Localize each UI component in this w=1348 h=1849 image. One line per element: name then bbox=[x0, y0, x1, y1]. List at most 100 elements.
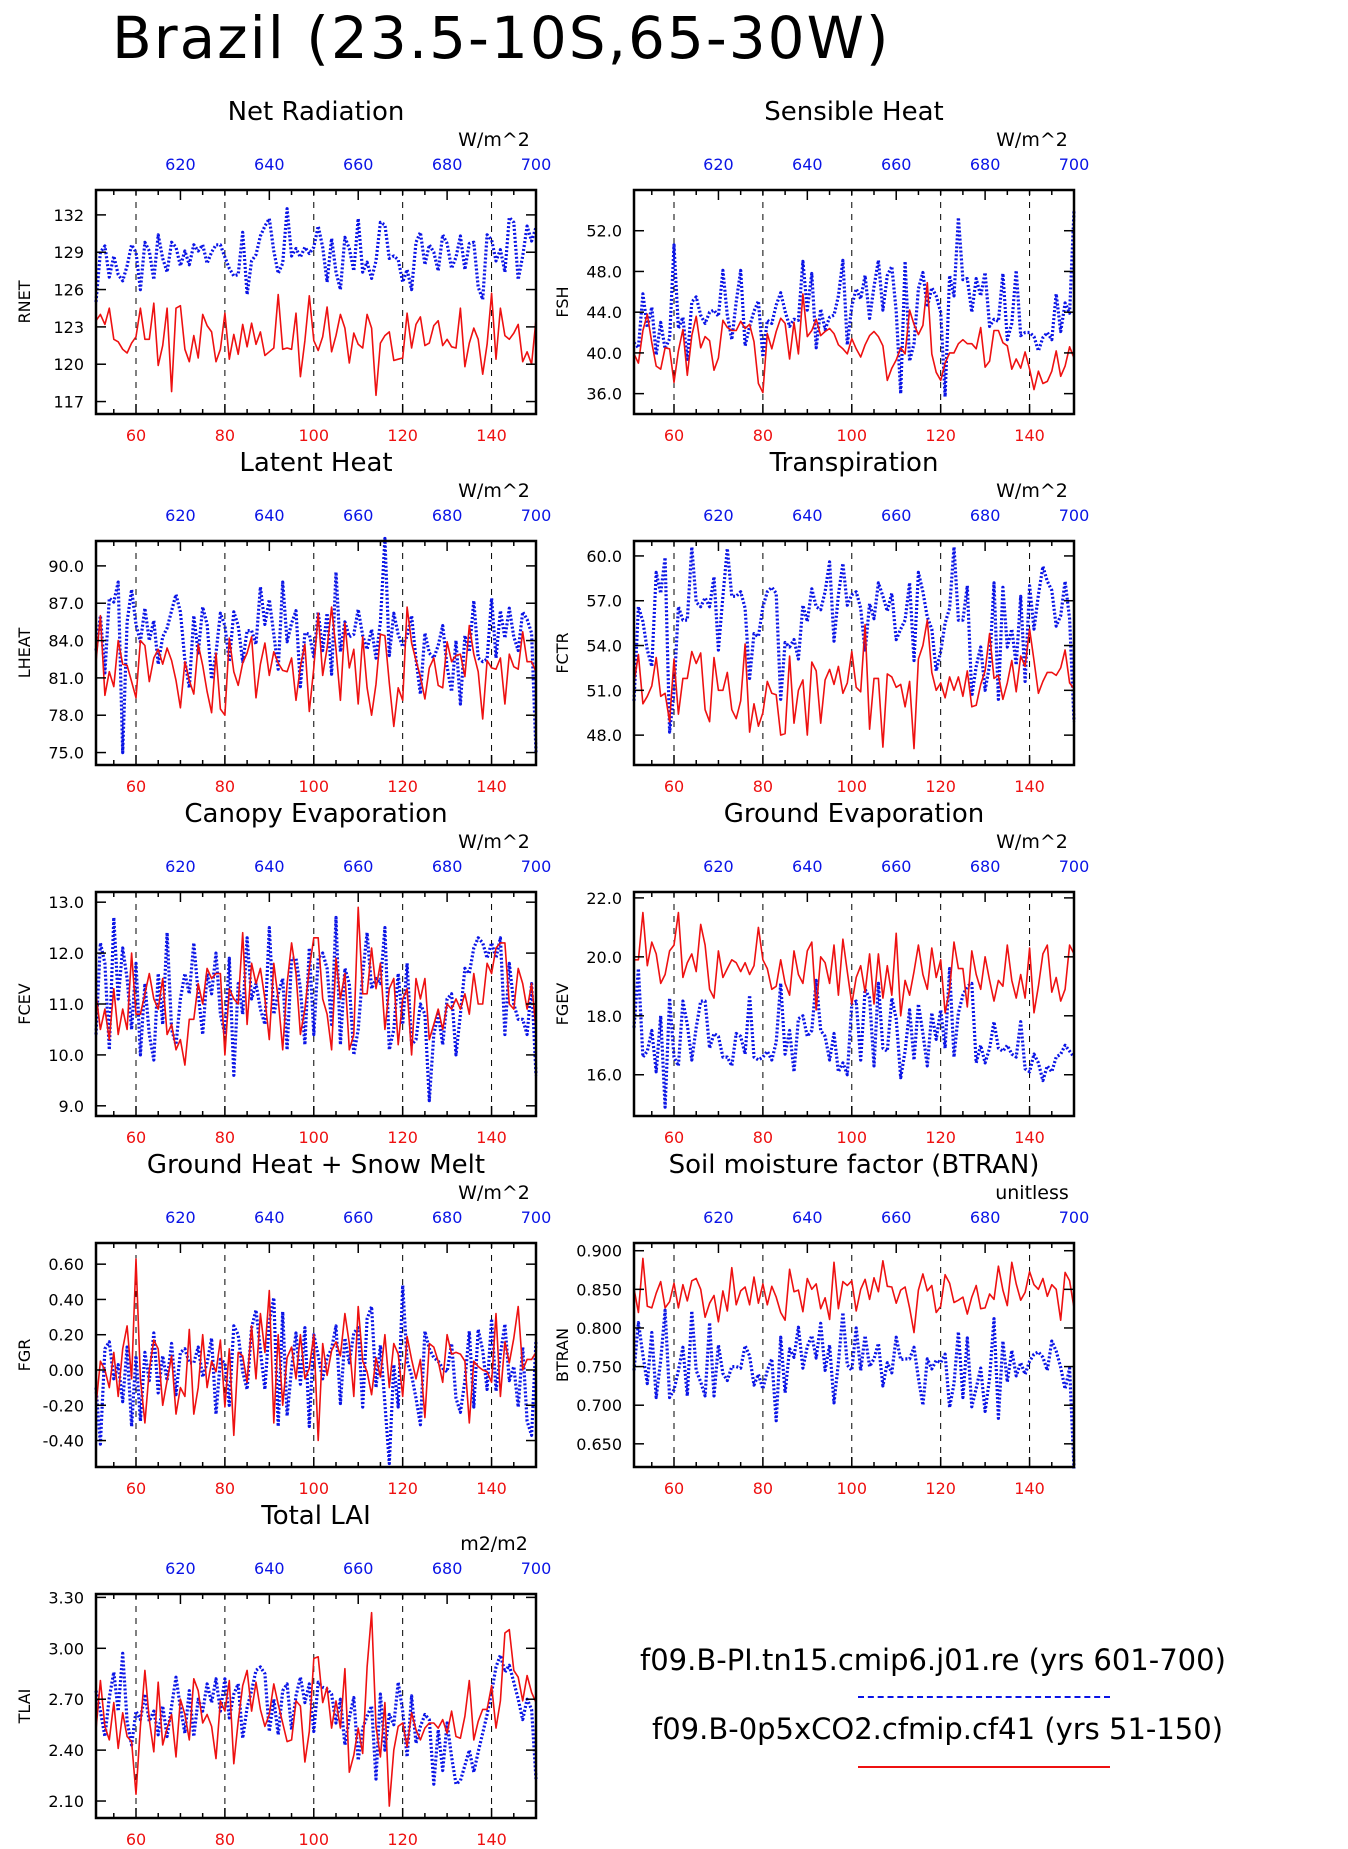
top-tick-label: 660 bbox=[343, 1559, 374, 1578]
top-tick-label: 620 bbox=[165, 155, 196, 174]
top-tick-label: 640 bbox=[792, 1208, 823, 1227]
series-ctrl-line bbox=[632, 1308, 1076, 1469]
x-tick-label: 60 bbox=[126, 777, 146, 796]
y-tick-label: 2.40 bbox=[48, 1741, 84, 1760]
x-tick-label: 100 bbox=[837, 1128, 868, 1147]
series-exp-line bbox=[95, 906, 537, 1066]
y-tick-label: 54.0 bbox=[586, 637, 622, 656]
y-tick-label: 10.0 bbox=[48, 1046, 84, 1065]
plot-frame bbox=[94, 539, 538, 767]
x-tick-label: 140 bbox=[476, 777, 507, 796]
series-ctrl-line bbox=[632, 545, 1076, 734]
unit-label: W/m^2 bbox=[996, 480, 1068, 502]
series-ctrl-line bbox=[94, 915, 538, 1103]
series-ctrl-line bbox=[94, 1651, 538, 1786]
top-tick-label: 640 bbox=[254, 155, 285, 174]
legend-ctrl-swatch bbox=[858, 1696, 1110, 1698]
top-tick-label: 680 bbox=[970, 506, 1001, 525]
top-tick-label: 660 bbox=[881, 857, 912, 876]
x-tick-label: 120 bbox=[387, 1830, 418, 1849]
plot-frame bbox=[94, 188, 538, 416]
y-tick-label: 44.0 bbox=[586, 303, 622, 322]
unit-label: W/m^2 bbox=[458, 129, 530, 151]
top-tick-label: 620 bbox=[165, 506, 196, 525]
y-tick-label: 57.0 bbox=[586, 592, 622, 611]
series-exp-line bbox=[95, 1611, 537, 1807]
top-tick-label: 660 bbox=[881, 155, 912, 174]
panel-title: Latent Heat bbox=[239, 448, 392, 478]
top-tick-label: 660 bbox=[343, 1208, 374, 1227]
top-tick-label: 640 bbox=[792, 155, 823, 174]
x-tick-label: 120 bbox=[925, 1128, 956, 1147]
y-tick-label: 78.0 bbox=[48, 706, 84, 725]
y-axis-label: FGEV bbox=[553, 983, 572, 1026]
x-tick-label: 80 bbox=[215, 777, 235, 796]
x-tick-label: 120 bbox=[387, 777, 418, 796]
legend-exp-text: f09.B-0p5xCO2.cfmip.cf41 (yrs 51-150) bbox=[652, 1712, 1223, 1746]
y-tick-label: 0.800 bbox=[576, 1319, 622, 1338]
plot-frame bbox=[632, 539, 1076, 767]
y-tick-label: 132 bbox=[53, 206, 84, 225]
unit-label: W/m^2 bbox=[458, 480, 530, 502]
top-tick-label: 660 bbox=[881, 506, 912, 525]
x-tick-label: 120 bbox=[925, 1479, 956, 1498]
panel-title: Canopy Evaporation bbox=[184, 799, 447, 829]
top-tick-label: 640 bbox=[254, 506, 285, 525]
y-tick-label: 2.70 bbox=[48, 1690, 84, 1709]
top-tick-label: 700 bbox=[1059, 857, 1090, 876]
y-tick-label: 48.0 bbox=[586, 726, 622, 745]
y-tick-label: 16.0 bbox=[586, 1066, 622, 1085]
top-tick-label: 700 bbox=[521, 155, 552, 174]
series-exp-line bbox=[95, 606, 537, 728]
x-tick-label: 100 bbox=[299, 426, 330, 445]
x-tick-label: 120 bbox=[925, 777, 956, 796]
x-tick-label: 120 bbox=[925, 426, 956, 445]
unit-label: W/m^2 bbox=[996, 129, 1068, 151]
y-tick-label: 75.0 bbox=[48, 744, 84, 763]
x-tick-label: 100 bbox=[299, 1128, 330, 1147]
x-tick-label: 140 bbox=[1014, 777, 1045, 796]
top-tick-label: 660 bbox=[343, 857, 374, 876]
y-tick-label: 2.10 bbox=[48, 1792, 84, 1811]
top-tick-label: 700 bbox=[521, 1208, 552, 1227]
x-tick-label: 60 bbox=[664, 1479, 684, 1498]
panel-title: Soil moisture factor (BTRAN) bbox=[669, 1150, 1040, 1180]
y-axis-label: FCEV bbox=[15, 983, 34, 1024]
unit-label: W/m^2 bbox=[458, 1182, 530, 1204]
panel-title: Ground Heat + Snow Melt bbox=[147, 1150, 485, 1180]
x-tick-label: 60 bbox=[126, 1128, 146, 1147]
x-tick-label: 60 bbox=[126, 426, 146, 445]
x-tick-label: 80 bbox=[215, 426, 235, 445]
y-tick-label: 51.0 bbox=[586, 681, 622, 700]
panel-title: Sensible Heat bbox=[764, 97, 943, 127]
top-tick-label: 700 bbox=[1059, 155, 1090, 174]
y-tick-label: 84.0 bbox=[48, 632, 84, 651]
legend-exp-years: (yrs 51-150) bbox=[1044, 1712, 1224, 1746]
plot-frame bbox=[632, 1241, 1076, 1469]
y-tick-label: 12.0 bbox=[48, 944, 84, 963]
top-tick-label: 620 bbox=[703, 155, 734, 174]
y-tick-label: 60.0 bbox=[586, 547, 622, 566]
x-tick-label: 140 bbox=[476, 426, 507, 445]
y-tick-label: 22.0 bbox=[586, 889, 622, 908]
y-axis-label: FCTR bbox=[553, 632, 572, 673]
plot-frame bbox=[94, 1592, 538, 1820]
top-tick-label: 640 bbox=[254, 1559, 285, 1578]
series-exp-line bbox=[633, 619, 1075, 750]
y-tick-label: 40.0 bbox=[586, 344, 622, 363]
x-tick-label: 100 bbox=[299, 1479, 330, 1498]
top-tick-label: 680 bbox=[970, 857, 1001, 876]
y-axis-label: TLAI bbox=[15, 1689, 34, 1725]
x-tick-label: 60 bbox=[664, 1128, 684, 1147]
x-tick-label: 140 bbox=[1014, 1128, 1045, 1147]
top-tick-label: 640 bbox=[254, 857, 285, 876]
x-tick-label: 80 bbox=[753, 1128, 773, 1147]
y-tick-label: 0.650 bbox=[576, 1435, 622, 1454]
x-tick-label: 140 bbox=[1014, 1479, 1045, 1498]
legend-ctrl-label: f09.B-PI.tn15.cmip6.j01.re bbox=[640, 1643, 1020, 1677]
x-tick-label: 100 bbox=[837, 1479, 868, 1498]
top-tick-label: 620 bbox=[165, 1559, 196, 1578]
panel-title: Ground Evaporation bbox=[724, 799, 984, 829]
top-tick-label: 700 bbox=[521, 857, 552, 876]
y-axis-label: LHEAT bbox=[15, 628, 34, 679]
